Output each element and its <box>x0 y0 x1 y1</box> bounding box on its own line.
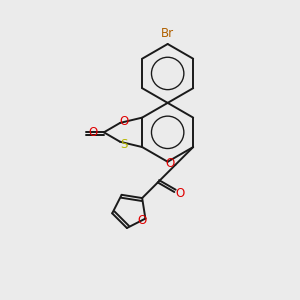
Text: O: O <box>175 187 184 200</box>
Text: O: O <box>166 157 175 170</box>
Text: O: O <box>137 214 146 227</box>
Text: Br: Br <box>161 27 174 40</box>
Text: S: S <box>120 138 127 151</box>
Text: O: O <box>88 126 97 139</box>
Text: O: O <box>119 115 128 128</box>
